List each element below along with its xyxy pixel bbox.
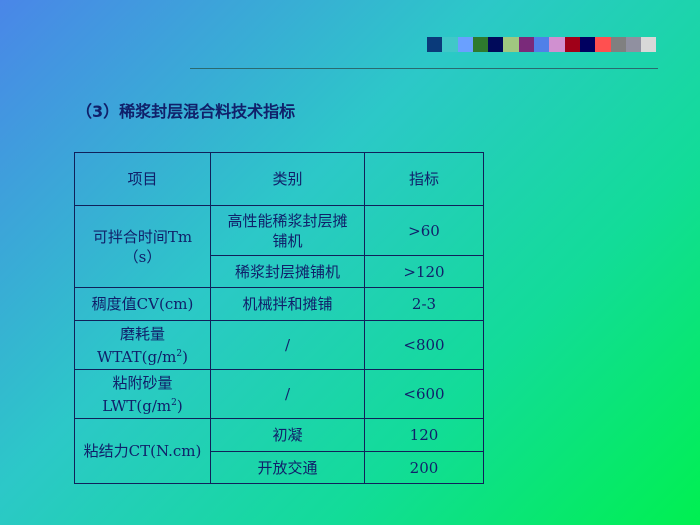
- color-swatch: [549, 37, 565, 52]
- category-cell: /: [210, 369, 365, 419]
- table-row: 稠度值CV(cm) 机械拌和摊铺 2-3: [74, 287, 484, 321]
- category-cell: 稀浆封层摊铺机: [210, 255, 365, 288]
- item-cell: 稠度值CV(cm): [74, 287, 211, 321]
- color-swatch: [564, 37, 580, 52]
- color-swatch: [579, 37, 596, 52]
- value-cell: <800: [364, 320, 484, 370]
- color-swatch: [472, 37, 489, 52]
- color-swatch: [518, 37, 535, 52]
- color-swatch: [442, 37, 458, 52]
- color-swatch: [625, 37, 642, 52]
- color-swatch-bar: [427, 37, 657, 52]
- item-unit-close: ): [182, 347, 188, 366]
- color-swatch: [488, 37, 504, 52]
- item-unit-close: ): [176, 396, 183, 415]
- item-cell: 磨耗量 WTAT(g/m2): [74, 320, 211, 370]
- superscript: 2: [176, 348, 183, 359]
- header-cell: 项目: [74, 152, 211, 206]
- superscript: 2: [171, 397, 177, 408]
- table-row: 粘结力CT(N.cm) 初凝 120: [74, 418, 484, 484]
- divider: [190, 68, 658, 69]
- table-row: 粘附砂量 LWT(g/m2) / <600: [74, 369, 484, 419]
- value-cell: <600: [364, 369, 484, 419]
- item-cell: 粘附砂量 LWT(g/m2): [74, 369, 211, 419]
- color-swatch: [595, 37, 611, 52]
- item-label: 磨耗量: [119, 324, 165, 343]
- color-swatch: [503, 37, 519, 52]
- spec-table: 项目 类别 指标 可拌合时间Tm（s） 高性能稀浆封层摊铺机 >60 稀浆封层摊…: [74, 152, 484, 484]
- header-cell: 类别: [210, 152, 365, 206]
- item-unit: LWT(g/m: [102, 396, 172, 415]
- category-cell: 初凝: [210, 418, 365, 452]
- table-row: 稀浆封层摊铺机 >120: [75, 255, 484, 288]
- header-cell: 指标: [364, 152, 484, 206]
- value-cell: 120: [364, 418, 484, 452]
- item-cell: 粘结力CT(N.cm): [74, 418, 211, 484]
- value-cell: >60: [364, 205, 484, 256]
- item-cell: 可拌合时间Tm（s）: [74, 205, 211, 288]
- category-cell: 开放交通: [210, 451, 365, 484]
- color-swatch: [427, 37, 443, 52]
- color-swatch: [534, 37, 550, 52]
- color-swatch: [610, 37, 626, 52]
- category-cell: 高性能稀浆封层摊铺机: [210, 205, 365, 256]
- table-row: 磨耗量 WTAT(g/m2) / <800: [74, 320, 484, 370]
- color-swatch: [457, 37, 473, 52]
- table-header-row: 项目 类别 指标: [74, 152, 484, 206]
- table-row: 可拌合时间Tm（s） 高性能稀浆封层摊铺机 >60: [74, 205, 484, 288]
- value-cell: >120: [364, 255, 484, 288]
- item-unit: WTAT(g/m: [97, 347, 177, 366]
- table-row: 开放交通 200: [75, 451, 484, 484]
- slide-title: （3）稀浆封层混合料技术指标: [76, 102, 296, 121]
- color-swatch: [641, 37, 657, 52]
- category-cell: /: [210, 320, 365, 370]
- category-cell: 机械拌和摊铺: [210, 287, 365, 321]
- item-label: 粘附砂量: [112, 373, 173, 392]
- value-cell: 2-3: [364, 287, 484, 321]
- value-cell: 200: [364, 451, 484, 484]
